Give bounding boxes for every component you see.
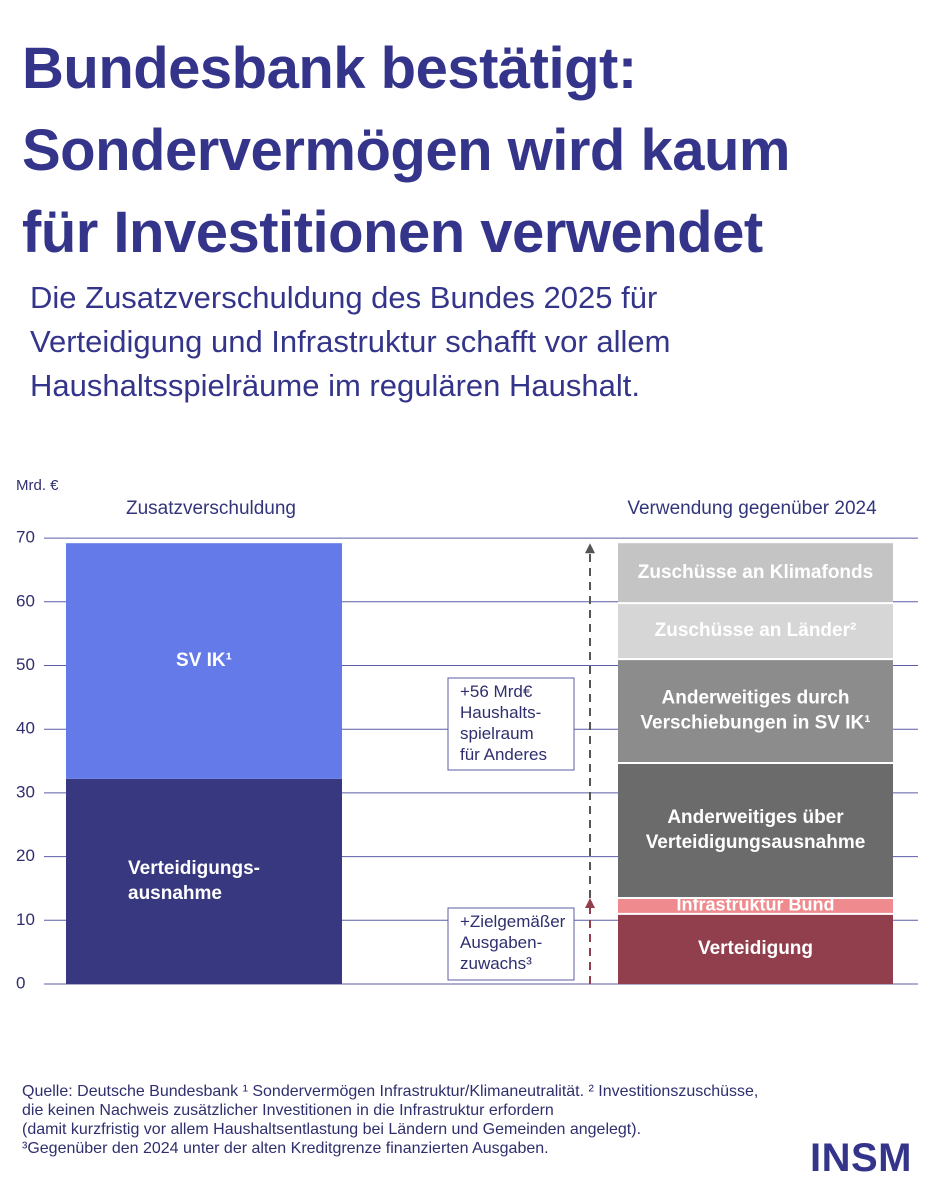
bar-segment-label: Zuschüsse an Länder²	[655, 620, 857, 641]
bar-segment	[618, 659, 893, 763]
subtitle-line: Verteidigung und Infrastruktur schafft v…	[30, 324, 671, 359]
y-tick-label: 70	[16, 528, 35, 547]
bar-segment-label: SV IK¹	[176, 650, 232, 671]
source-line: die keinen Nachweis zusätzlicher Investi…	[22, 1102, 554, 1119]
stacked-bar-chart: Mrd. € 0 10 20 30 40 50 60 70 Zusatzverschuldung V…	[16, 477, 918, 992]
y-axis-unit-label: Mrd. €	[16, 477, 59, 494]
bar-segment	[66, 543, 342, 779]
y-tick-label: 60	[16, 591, 35, 610]
bar-segment-label: Verteidigung	[698, 938, 813, 959]
annotation-arrowhead	[585, 543, 595, 554]
page-subtitle: Die Zusatzverschuldung des Bundes 2025 f…	[30, 276, 930, 408]
annotation-arrowhead	[585, 898, 595, 909]
title-line: für Investitionen verwendet	[22, 200, 763, 265]
y-tick-label: 50	[16, 655, 35, 674]
y-tick-label: 20	[16, 846, 35, 865]
annotation-text: +56 Mrd€ Haushalts-spielraum für Anderes	[460, 682, 547, 764]
bar-segment	[618, 543, 893, 604]
bar-segment	[618, 913, 893, 984]
annotation-text: +Zielgemäßer Ausgaben-zuwachs³	[460, 912, 566, 973]
bar-category-label: Verwendung gegenüber 2024	[627, 498, 877, 519]
y-tick-label: 30	[16, 782, 35, 801]
subtitle-line: Die Zusatzverschuldung des Bundes 2025 f…	[30, 280, 658, 315]
annotation-box	[447, 907, 575, 981]
bar-segment-label: Zuschüsse an Klimafonds	[638, 562, 873, 583]
source-note: Quelle: Deutsche Bundesbank ¹ Sonderverm…	[22, 1082, 922, 1158]
y-tick-label: 40	[16, 719, 35, 738]
bar-category-label: Zusatzverschuldung	[126, 498, 296, 519]
y-tick-label: 0	[16, 973, 25, 992]
source-line: (damit kurzfristig vor allem Haushaltsen…	[22, 1121, 642, 1138]
source-line: Quelle: Deutsche Bundesbank ¹ Sonderverm…	[22, 1083, 759, 1100]
bar-segment	[618, 898, 893, 914]
bar-segment-label: Anderweitiges über Verteidigungsausnahme	[646, 807, 866, 853]
annotation-box	[447, 677, 575, 771]
bar-segment	[66, 778, 342, 984]
bar-segment-label: Verteidigungs-ausnahme	[128, 858, 260, 904]
page-title: Bundesbank bestätigt: Sondervermögen wir…	[22, 28, 932, 274]
y-tick-label: 10	[16, 910, 35, 929]
bar-segment	[618, 603, 893, 660]
bar-segment	[618, 762, 893, 899]
bar-segment-label: Anderweitiges durch Verschiebungen in SV …	[640, 688, 870, 734]
bar-segment-label: Infrastruktur Bund	[676, 895, 834, 915]
source-line: ³Gegenüber den 2024 unter der alten Kred…	[22, 1140, 549, 1157]
subtitle-line: Haushaltsspielräume im regulären Haushal…	[30, 368, 640, 403]
insm-logo: INSM	[810, 1136, 912, 1180]
title-line: Bundesbank bestätigt:	[22, 36, 637, 101]
title-line: Sondervermögen wird kaum	[22, 118, 790, 183]
